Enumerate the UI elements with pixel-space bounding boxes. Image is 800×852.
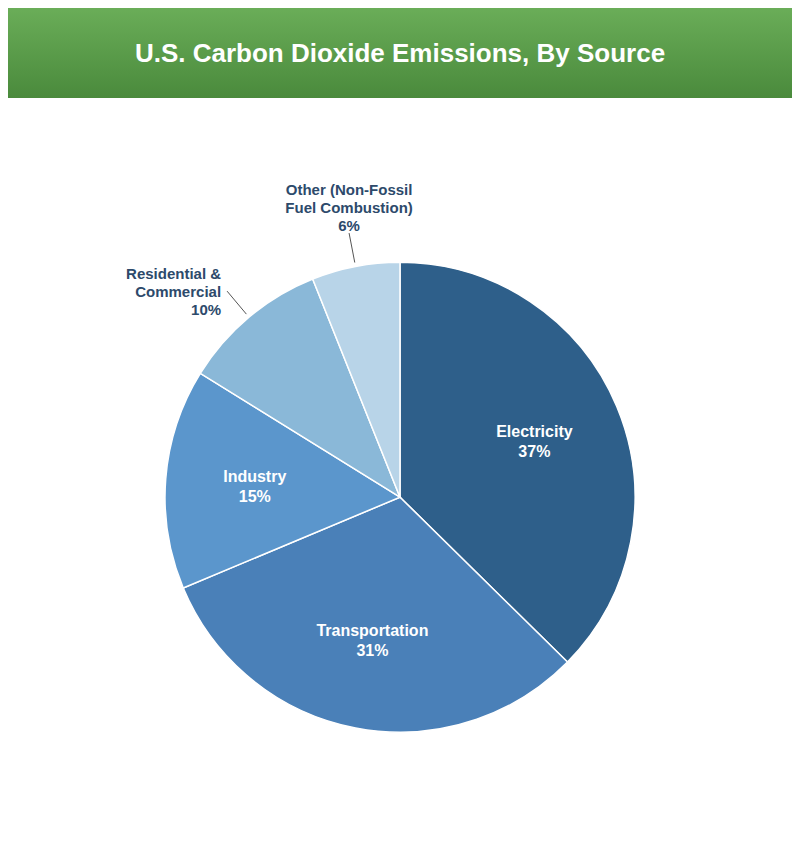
svg-text:Other (Non-FossilFuel Combusti: Other (Non-FossilFuel Combustion)6% bbox=[285, 181, 413, 234]
svg-text:Electricity37%: Electricity37% bbox=[496, 422, 573, 459]
svg-text:Industry15%: Industry15% bbox=[223, 467, 286, 504]
svg-text:Transportation31%: Transportation31% bbox=[316, 622, 428, 659]
html-text:U.S. Carbon Dioxide Emissions,: U.S. Carbon Dioxide Emissions, By Source bbox=[134, 37, 666, 68]
svg-text:Residential &Commercial10%: Residential &Commercial10% bbox=[126, 265, 221, 318]
